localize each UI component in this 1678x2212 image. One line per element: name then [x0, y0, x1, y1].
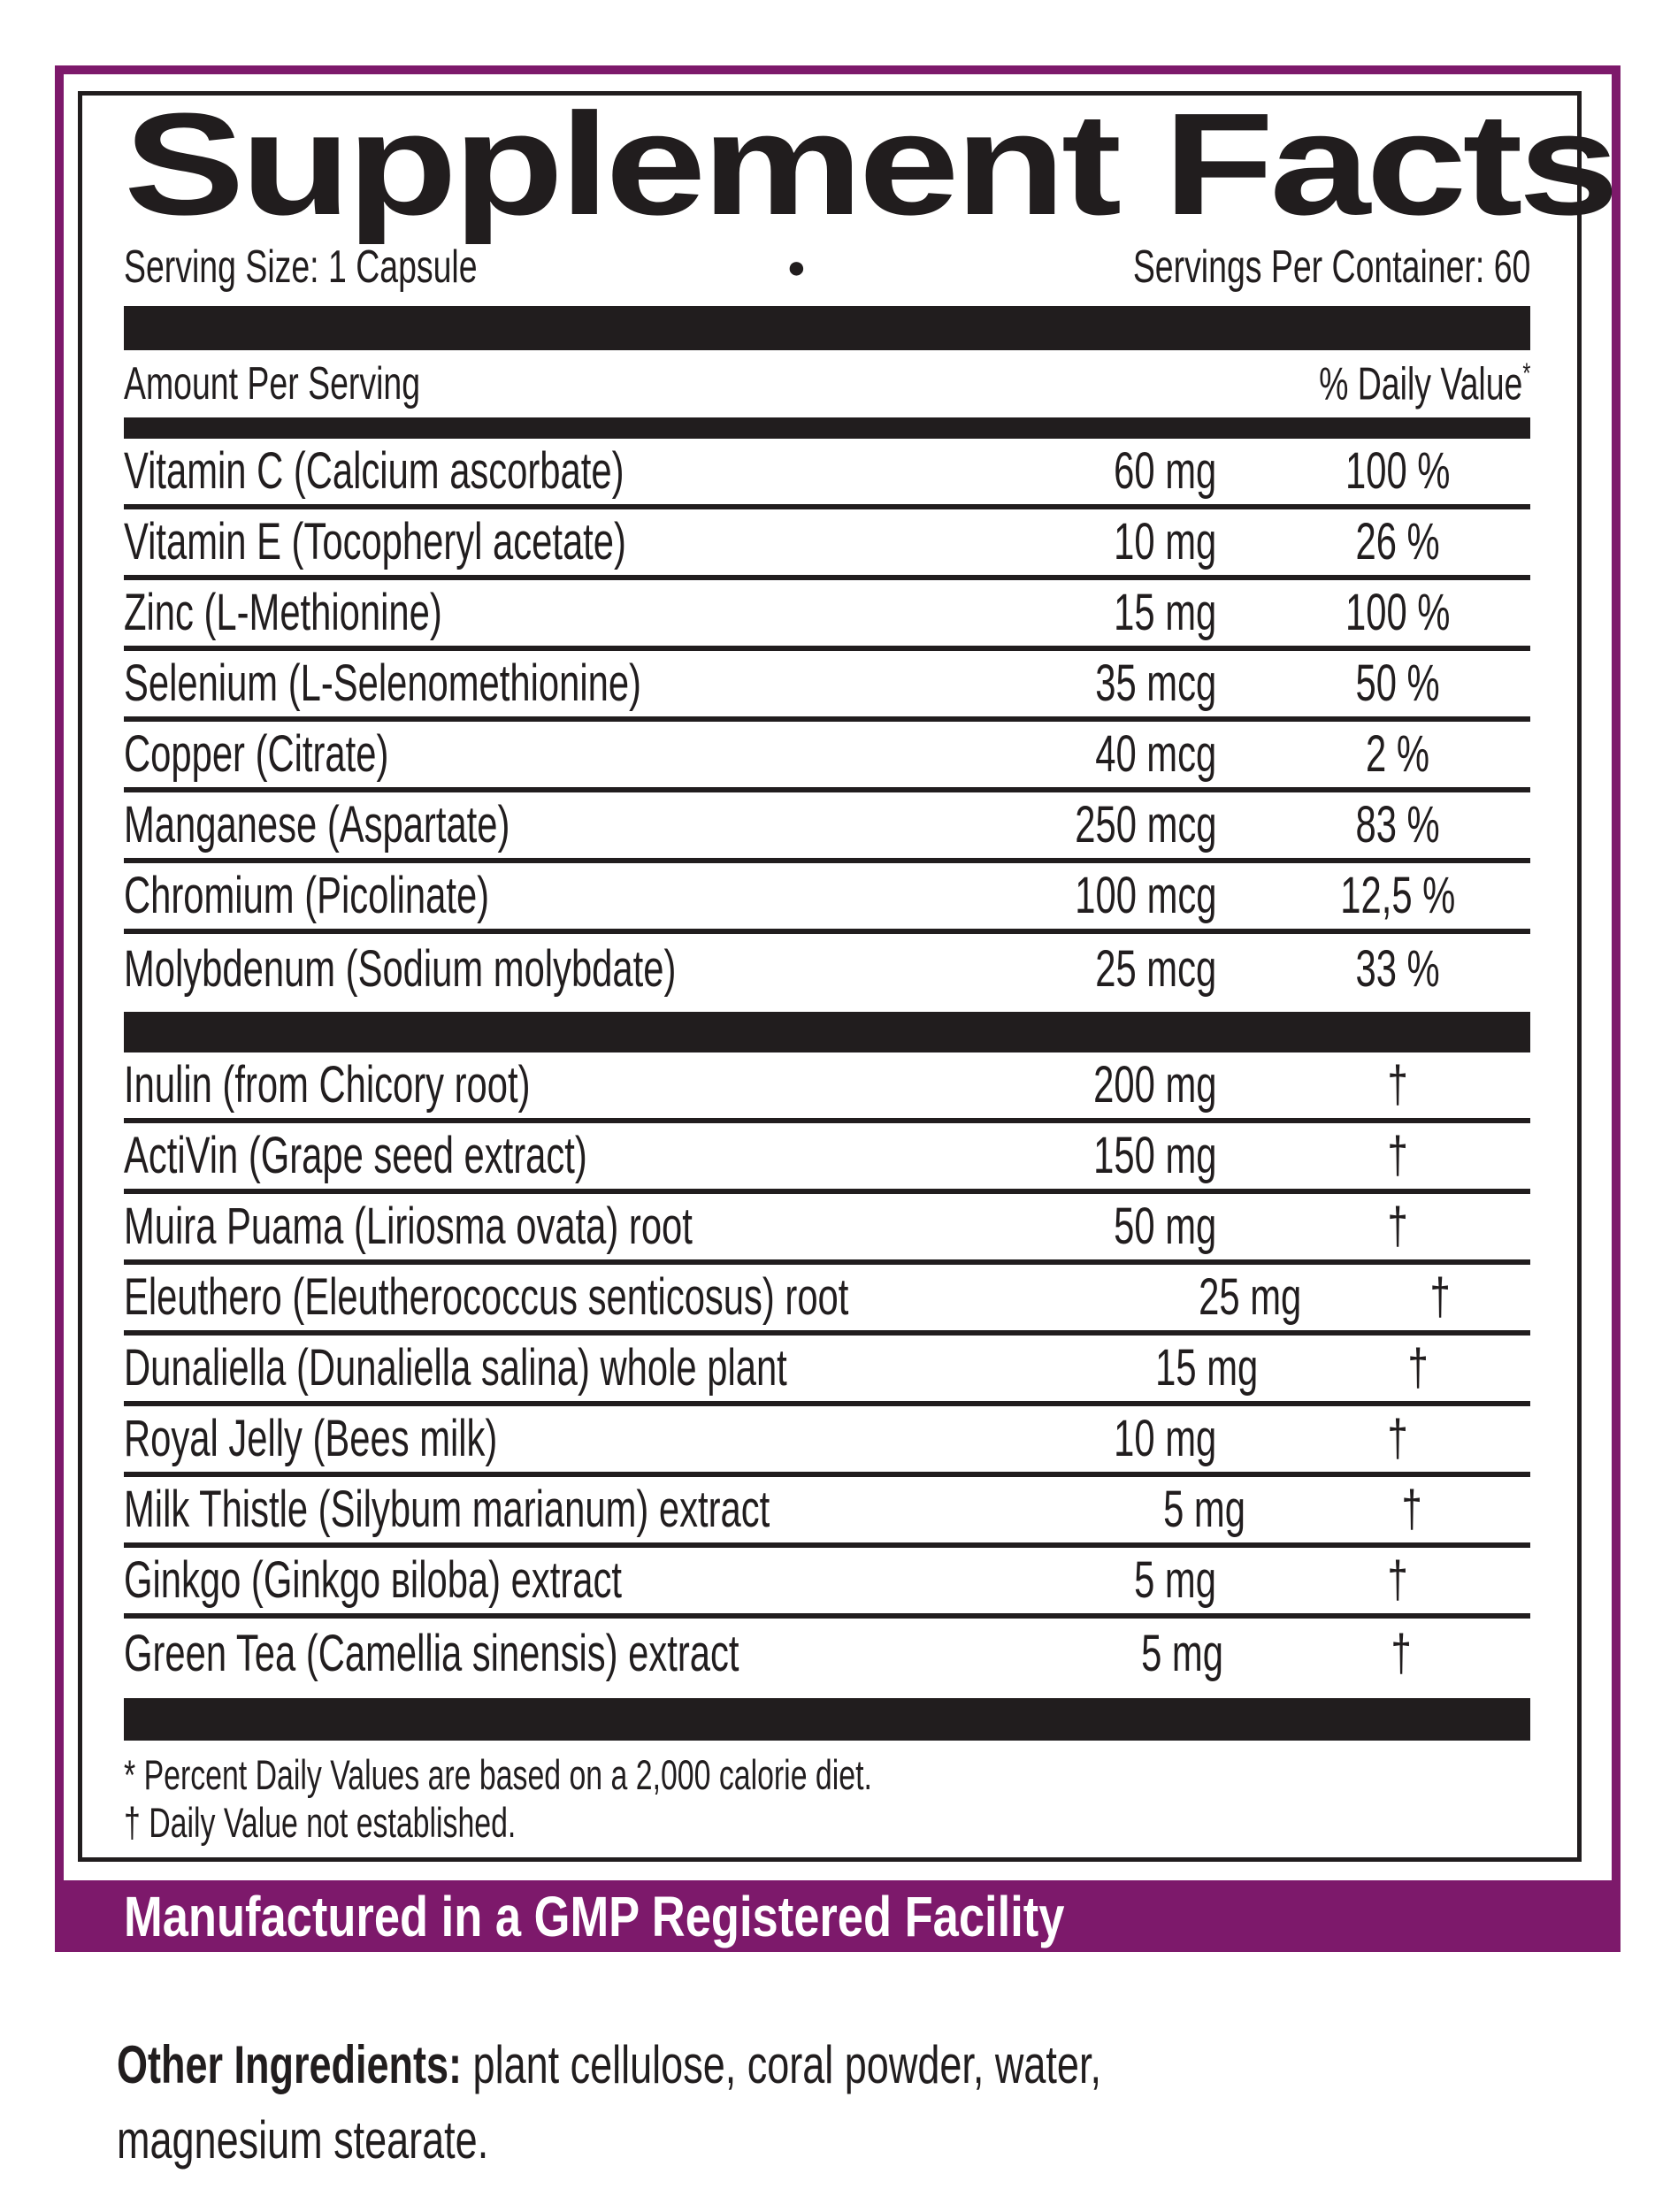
title-text: Supplement Facts — [124, 83, 1620, 245]
ingredient-name: Muira Puama (Liriosma ovata) root — [124, 1198, 693, 1256]
table-row: Milk Thistle (Silybum marianum) extract … — [124, 1477, 1530, 1548]
gmp-banner-text: Manufactured in a GMP Registered Facilit… — [124, 1884, 1065, 1948]
ingredient-daily-value: 2 % — [1366, 725, 1429, 784]
ingredient-name: Milk Thistle (Silybum marianum) extract — [124, 1481, 770, 1539]
table-column-headers: Amount Per Serving % Daily Value* — [124, 350, 1530, 417]
section-divider-bar-header — [124, 417, 1530, 439]
ingredient-name: Zinc (L-Methionine) — [124, 584, 442, 642]
other-ingredients-text: plant cellulose, coral powder, water, ma… — [117, 2035, 1101, 2170]
ingredient-name: ActiVin (Grape seed extract) — [124, 1127, 587, 1185]
table-row: Vitamin C (Calcium ascorbate) 60 mg 100 … — [124, 439, 1530, 509]
supplement-facts-panel: Supplement Facts Serving Size: 1 Capsule… — [78, 91, 1620, 1862]
footnotes: * Percent Daily Values are based on a 2,… — [124, 1751, 1530, 1848]
serving-size-text: Serving Size: 1 Capsule — [124, 241, 478, 293]
ingredient-amount: 10 mg — [1113, 1410, 1216, 1468]
table-row: Selenium (L-Selenomethionine) 35 mcg 50 … — [124, 651, 1530, 722]
ingredient-name: Royal Jelly (Bees milk) — [124, 1410, 498, 1468]
ingredient-amount: 10 mg — [1113, 513, 1216, 571]
table-row: Ginkgo (Ginkgo вiloba) extract 5 mg † — [124, 1548, 1530, 1619]
ingredient-daily-value: 100 % — [1345, 442, 1451, 501]
ingredient-daily-value: 83 % — [1355, 796, 1440, 854]
table-row: Chromium (Picolinate) 100 mcg 12,5 % — [124, 863, 1530, 934]
table-row: Manganese (Aspartate) 250 mcg 83 % — [124, 792, 1530, 863]
ingredient-name: Eleuthero (Eleutherococcus senticosus) r… — [124, 1268, 849, 1327]
footnote-dagger: † Daily Value not established. — [124, 1799, 517, 1847]
ingredient-amount: 100 mcg — [1074, 867, 1216, 925]
ingredient-daily-value: 33 % — [1355, 940, 1440, 999]
ingredient-name: Chromium (Picolinate) — [124, 867, 490, 925]
footnote-asterisk: * Percent Daily Values are based on a 2,… — [124, 1750, 872, 1798]
other-ingredients: Other Ingredients: plant cellulose, cora… — [117, 2027, 1218, 2178]
ingredient-daily-value: † — [1407, 1339, 1429, 1397]
daily-value-header: % Daily Value* — [1319, 357, 1530, 410]
ingredient-daily-value: 12,5 % — [1339, 867, 1456, 925]
ingredient-name: Inulin (from Chicory root) — [124, 1056, 531, 1114]
ingredient-daily-value: † — [1387, 1551, 1408, 1610]
bullet-icon: ● — [786, 248, 807, 285]
ingredient-amount: 35 mcg — [1095, 654, 1216, 713]
ingredient-daily-value: 26 % — [1355, 513, 1440, 571]
table-row: Inulin (from Chicory root) 200 mg † — [124, 1052, 1530, 1123]
ingredient-name: Manganese (Aspartate) — [124, 796, 510, 854]
ingredient-name: Ginkgo (Ginkgo вiloba) extract — [124, 1551, 622, 1610]
table-row: ActiVin (Grape seed extract) 150 mg † — [124, 1123, 1530, 1194]
other-ingredients-label: Other Ingredients: — [117, 2035, 463, 2094]
ingredient-daily-value: † — [1387, 1198, 1408, 1256]
ingredient-daily-value: † — [1391, 1625, 1412, 1683]
page-title: Supplement Facts — [124, 92, 1620, 237]
gmp-banner: Manufactured in a GMP Registered Facilit… — [55, 1880, 1621, 1952]
serving-info-row: Serving Size: 1 Capsule ● Servings Per C… — [124, 239, 1530, 295]
amount-per-serving-header: Amount Per Serving — [124, 357, 421, 409]
section-divider-bar-bottom — [124, 1697, 1530, 1741]
table-row: Vitamin E (Tocopheryl acetate) 10 mg 26 … — [124, 509, 1530, 580]
ingredient-name: Molybdenum (Sodium molybdate) — [124, 940, 677, 999]
table-row: Copper (Citrate) 40 mcg 2 % — [124, 722, 1530, 792]
ingredient-name: Vitamin C (Calcium ascorbate) — [124, 442, 624, 501]
ingredient-daily-value: † — [1401, 1481, 1423, 1539]
servings-per-container-text: Servings Per Container: 60 — [1132, 241, 1530, 293]
ingredient-amount: 5 mg — [1141, 1625, 1224, 1683]
table-row: Molybdenum (Sodium molybdate) 25 mcg 33 … — [124, 934, 1530, 1005]
ingredient-amount: 15 mg — [1113, 584, 1216, 642]
ingredient-name: Green Tea (Camellia sinensis) extract — [124, 1625, 739, 1683]
ingredient-amount: 5 mg — [1134, 1551, 1216, 1610]
ingredient-daily-value: 50 % — [1355, 654, 1440, 713]
ingredient-amount: 5 mg — [1163, 1481, 1245, 1539]
ingredient-amount: 50 mg — [1113, 1198, 1216, 1256]
ingredient-daily-value: † — [1387, 1056, 1408, 1114]
daily-value-asterisk: * — [1521, 356, 1530, 389]
table-row: Green Tea (Camellia sinensis) extract 5 … — [124, 1619, 1530, 1689]
ingredient-amount: 40 mcg — [1095, 725, 1216, 784]
ingredient-amount: 60 mg — [1113, 442, 1216, 501]
daily-value-header-text: % Daily Value — [1318, 357, 1522, 409]
section-divider-bar-middle — [124, 1011, 1530, 1052]
table-row: Zinc (L-Methionine) 15 mg 100 % — [124, 580, 1530, 651]
table-row: Royal Jelly (Bees milk) 10 mg † — [124, 1406, 1530, 1477]
ingredient-amount: 250 mcg — [1074, 796, 1216, 854]
ingredient-amount: 25 mcg — [1095, 940, 1216, 999]
table-row: Dunaliella (Dunaliella salina) whole pla… — [124, 1336, 1530, 1406]
ingredient-name: Selenium (L-Selenomethionine) — [124, 654, 641, 713]
ingredient-amount: 150 mg — [1092, 1127, 1216, 1185]
ingredient-amount: 15 mg — [1154, 1339, 1258, 1397]
table-row: Muira Puama (Liriosma ovata) root 50 mg … — [124, 1194, 1530, 1265]
table-row: Eleuthero (Eleutherococcus senticosus) r… — [124, 1265, 1530, 1336]
ingredient-name: Vitamin E (Tocopheryl acetate) — [124, 513, 626, 571]
ingredient-daily-value: † — [1429, 1268, 1451, 1327]
ingredient-amount: 200 mg — [1092, 1056, 1216, 1114]
ingredient-daily-value: † — [1387, 1410, 1408, 1468]
ingredient-daily-value: † — [1387, 1127, 1408, 1185]
ingredient-name: Copper (Citrate) — [124, 725, 389, 784]
ingredient-amount: 25 mg — [1199, 1268, 1302, 1327]
ingredient-daily-value: 100 % — [1345, 584, 1451, 642]
ingredient-name: Dunaliella (Dunaliella salina) whole pla… — [124, 1339, 787, 1397]
section-divider-bar-top — [124, 305, 1530, 350]
